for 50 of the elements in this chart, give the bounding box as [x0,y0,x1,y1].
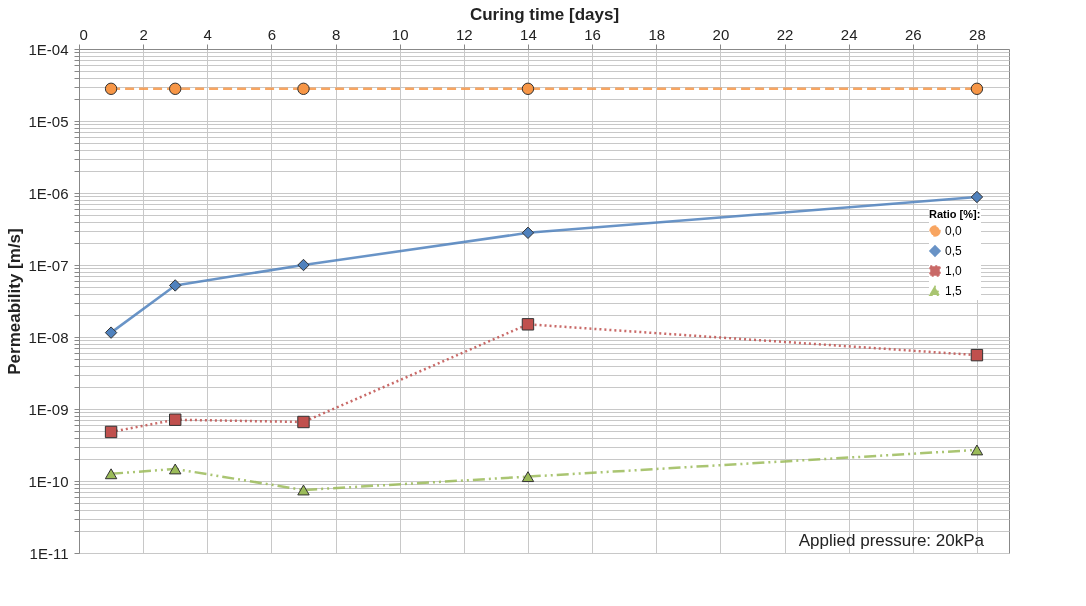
legend-title: Ratio [%]: [929,208,981,220]
annotation: Applied pressure: 20kPa [798,531,985,550]
point [521,318,535,331]
point [970,190,984,204]
point [104,82,118,95]
point [297,258,310,272]
point [297,82,310,95]
point [970,444,984,456]
point [104,425,118,439]
y-axis-title: Permeability [m/s] [5,228,25,375]
x-tick-label: 8 [331,25,341,43]
point [104,468,118,480]
y-tick-label: 1E-05 [28,112,69,130]
legend-label: 0,0 [945,224,963,238]
point [169,463,182,475]
x-tick-label: 22 [776,25,794,43]
legend-label: 1,0 [945,264,963,278]
y-tick-label: 1E-11 [29,544,69,562]
point [970,82,984,95]
x-tick-label: 2 [139,25,148,43]
legend-label: 0,5 [945,244,963,258]
point [169,82,182,95]
x-tick-label: 26 [904,25,922,43]
x-tick-label: 24 [840,25,858,43]
x-tick-label: 10 [391,25,409,43]
x-axis-title: Curing time [days] [469,4,620,24]
point [297,415,310,429]
legend-label: 1,5 [945,284,963,298]
point [169,413,182,426]
y-tick-label: 1E-07 [28,256,69,274]
x-tick-label: 12 [455,25,473,43]
point [169,279,182,292]
y-tick-label: 1E-10 [28,472,69,490]
point [970,348,984,362]
y-tick-label: 1E-08 [28,328,69,346]
x-tick-label: 4 [203,25,212,43]
x-tick-label: 6 [267,25,277,43]
y-tick-label: 1E-09 [28,400,69,418]
x-tick-label: 0 [79,25,88,43]
x-tick-label: 28 [969,25,986,43]
x-tick-label: 14 [520,25,537,43]
point [104,326,118,339]
y-tick-label: 1E-04 [28,40,69,58]
y-tick-label: 1E-06 [28,184,69,202]
point [521,82,535,95]
point [521,471,535,483]
point [521,226,535,240]
x-tick-label: 20 [712,25,730,43]
x-tick-label: 16 [584,25,601,43]
x-tick-label: 18 [648,25,666,43]
